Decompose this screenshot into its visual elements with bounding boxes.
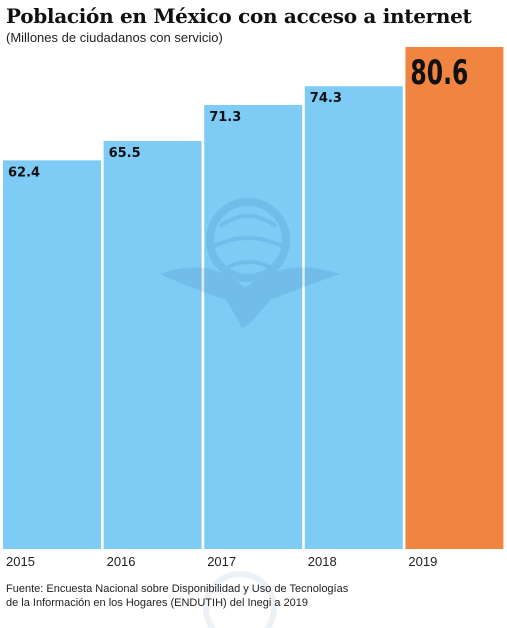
- seal-watermark-icon: [203, 571, 277, 628]
- bar-2018: [304, 86, 403, 549]
- data-label-2015: 62.4: [8, 165, 40, 180]
- bar-2016: [103, 141, 202, 549]
- x-tick-2015: 2015: [6, 554, 35, 569]
- data-label-2019: 80.6: [410, 53, 468, 93]
- source-line-2: de la Información en los Hogares (ENDUTI…: [6, 597, 309, 609]
- data-label-2016: 65.5: [109, 146, 141, 161]
- source-note: Fuente: Encuesta Nacional sobre Disponib…: [6, 582, 446, 610]
- bar-chart: 62.4 2015 65.5 2016 71.3 2017 74.3 2018 80.6 2019: [3, 47, 504, 569]
- chart-title: Población en México con acceso a interne…: [6, 4, 472, 28]
- bar-2015: [3, 160, 101, 549]
- data-label-2018: 74.3: [310, 91, 342, 106]
- x-tick-2017: 2017: [207, 554, 236, 569]
- source-line-1: Fuente: Encuesta Nacional sobre Disponib…: [6, 583, 349, 595]
- bar-2017: [204, 104, 303, 549]
- data-label-2017: 71.3: [209, 110, 241, 125]
- bar-2019: [405, 47, 504, 549]
- x-tick-2019: 2019: [408, 554, 437, 569]
- chart-subtitle: (Millones de ciudadanos con servicio): [6, 30, 223, 45]
- eagle-globe-seal-icon: [160, 198, 340, 328]
- x-tick-2018: 2018: [308, 554, 337, 569]
- x-tick-2016: 2016: [107, 554, 136, 569]
